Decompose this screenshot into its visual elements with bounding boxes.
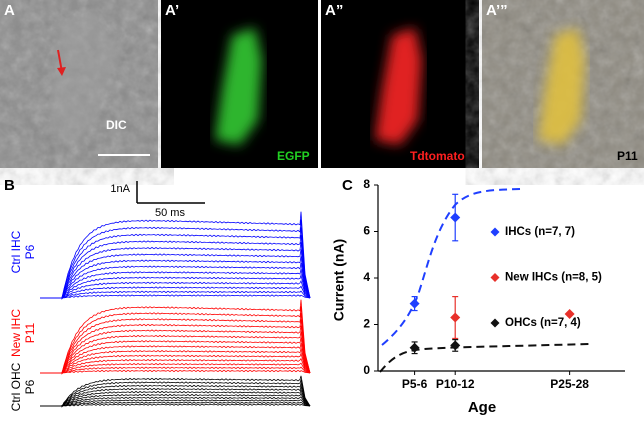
panel-c: C 0 2 4 6 8 P5-6 P10-12 P25-28 Age Current (nA) IH… <box>331 177 625 416</box>
current-trace <box>40 249 311 299</box>
current-trace <box>40 381 311 408</box>
tdtomato-cell <box>375 28 422 145</box>
y-tick-label: 4 <box>363 270 370 284</box>
panel-label: C <box>342 177 353 194</box>
fit-curve <box>381 188 521 346</box>
current-trace <box>40 319 311 374</box>
x-tick-label: P25-28 <box>550 377 589 391</box>
current-trace <box>40 227 311 299</box>
egfp-cell <box>215 28 262 145</box>
current-trace <box>40 337 311 374</box>
cell-shape <box>50 10 120 150</box>
data-point <box>409 342 420 353</box>
data-point <box>450 312 461 323</box>
panel-a2: A” Tdtomato <box>321 0 479 168</box>
legend-label: IHCs (n=7, 7) <box>505 226 575 238</box>
current-trace <box>40 290 311 300</box>
legend-marker <box>490 227 500 237</box>
current-trace <box>40 211 311 299</box>
current-trace <box>40 362 311 375</box>
caption: DIC <box>106 118 127 132</box>
y-tick-label: 6 <box>363 224 370 238</box>
current-trace <box>40 306 311 374</box>
current-trace <box>40 348 311 374</box>
trace-age: P6 <box>23 379 37 394</box>
current-trace <box>40 269 311 299</box>
current-trace <box>40 369 311 374</box>
panel-a3: A’” P11 <box>482 0 644 168</box>
panel-label: A” <box>325 2 343 19</box>
trace-label: Ctrl IHC <box>9 230 23 273</box>
current-trace <box>40 403 311 407</box>
current-trace <box>40 399 311 408</box>
current-trace <box>40 357 311 375</box>
panel-label: B <box>4 177 15 194</box>
current-trace <box>40 396 311 408</box>
trace-label: Ctrl OHC <box>9 362 23 411</box>
current-trace <box>40 262 311 299</box>
trace-label: New IHC <box>9 309 23 357</box>
caption: Tdtomato <box>410 149 465 163</box>
current-trace <box>40 279 311 300</box>
current-trace <box>40 352 311 374</box>
current-trace <box>40 294 311 299</box>
current-trace <box>40 299 311 374</box>
current-trace <box>40 312 311 374</box>
scale-current: 1nA <box>110 183 130 195</box>
current-trace <box>40 385 311 407</box>
data-point <box>564 309 575 320</box>
legend-label: OHCs (n=7, 4) <box>505 317 581 329</box>
current-trace <box>40 366 311 375</box>
current-trace <box>40 273 311 299</box>
y-tick-label: 8 <box>363 177 370 191</box>
trace-age: P6 <box>23 244 37 259</box>
x-tick-label: P10-12 <box>436 377 475 391</box>
current-trace <box>40 234 311 299</box>
arrow-head <box>57 67 66 76</box>
trace-age: P11 <box>23 322 37 343</box>
current-trace <box>40 389 311 407</box>
x-axis-label: Age <box>468 399 496 416</box>
current-trace <box>40 285 311 300</box>
data-point <box>450 340 461 351</box>
y-axis-label: Current (nA) <box>331 239 347 321</box>
current-trace <box>40 375 311 407</box>
current-trace <box>40 401 311 408</box>
caption: P11 <box>617 149 638 163</box>
merge-cell <box>538 28 585 145</box>
x-tick-label: P5-6 <box>402 377 428 391</box>
legend-label: New IHCs (n=8, 5) <box>505 272 602 284</box>
current-trace <box>40 343 311 374</box>
current-trace <box>40 242 311 299</box>
panel-label: A <box>4 2 15 19</box>
current-trace <box>40 219 311 299</box>
legend-marker <box>490 318 500 328</box>
panel-label: A’” <box>486 2 508 19</box>
current-trace <box>40 392 311 407</box>
caption: EGFP <box>277 149 310 163</box>
y-tick-label: 2 <box>363 317 370 331</box>
panel-label: A’ <box>165 2 179 19</box>
panel-a1: A’ EGFP <box>161 0 318 168</box>
current-trace <box>40 256 311 299</box>
data-point <box>409 298 420 309</box>
data-point <box>450 212 461 223</box>
fit-curve <box>379 343 591 373</box>
current-trace <box>40 331 311 374</box>
scale-time: 50 ms <box>155 207 185 219</box>
y-tick-label: 0 <box>363 363 370 377</box>
panel-a: A DIC <box>0 0 158 168</box>
current-trace <box>40 379 311 407</box>
legend-marker <box>490 273 500 282</box>
current-trace <box>40 325 311 374</box>
